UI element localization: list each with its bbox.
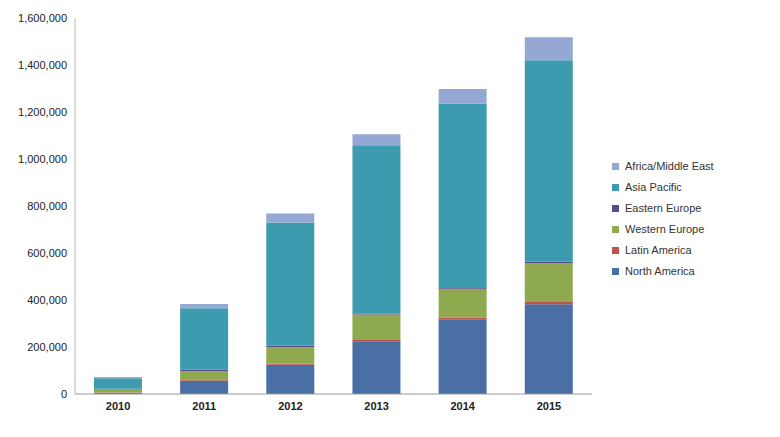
html-text:North America: North America [625,265,695,277]
svg-text:1,000,000: 1,000,000 [18,153,67,165]
svg-text:1,200,000: 1,200,000 [18,106,67,118]
svg-text:200,000: 200,000 [27,341,67,353]
svg-text:2014: 2014 [451,400,476,412]
html-text:Eastern Europe: Eastern Europe [625,202,702,214]
svg-text:2012: 2012 [278,400,302,412]
html-text:Latin America: Latin America [625,244,692,256]
svg-text:2015: 2015 [537,400,561,412]
html-text:Asia Pacific: Asia Pacific [625,181,682,193]
svg-text:1,600,000: 1,600,000 [18,12,67,24]
html-text:Africa/Middle East: Africa/Middle East [625,160,714,172]
svg-text:2010: 2010 [106,400,130,412]
svg-text:1,400,000: 1,400,000 [18,59,67,71]
html-text:Western Europe: Western Europe [625,223,705,235]
svg-text:600,000: 600,000 [27,247,67,259]
svg-text:0: 0 [61,388,67,400]
svg-text:2013: 2013 [364,400,388,412]
svg-text:800,000: 800,000 [27,200,67,212]
svg-text:400,000: 400,000 [27,294,67,306]
svg-text:2011: 2011 [192,400,216,412]
